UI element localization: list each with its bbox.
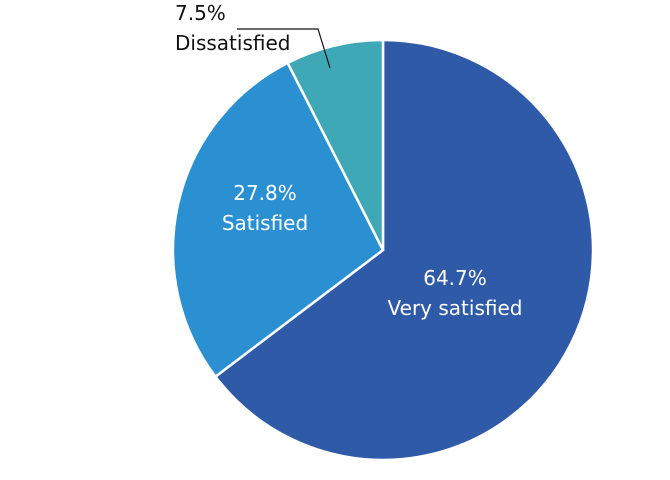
slice-label: 7.5% Dissatisfied — [175, 1, 290, 55]
slice-label: 64.7% Very satisfied — [388, 266, 523, 320]
slice-label: 27.8% Satisfied — [222, 181, 308, 235]
category-label: Satisfied — [222, 211, 308, 235]
value-label: 7.5% — [175, 1, 226, 25]
category-label: Dissatisfied — [175, 31, 290, 55]
pie-slice — [213, 38, 595, 462]
pie-slice — [171, 61, 385, 379]
pie-slice — [285, 38, 385, 251]
value-label: 27.8% — [233, 181, 297, 205]
value-label: 64.7% — [423, 266, 487, 290]
leader-line — [237, 28, 331, 69]
category-label: Very satisfied — [388, 296, 523, 320]
